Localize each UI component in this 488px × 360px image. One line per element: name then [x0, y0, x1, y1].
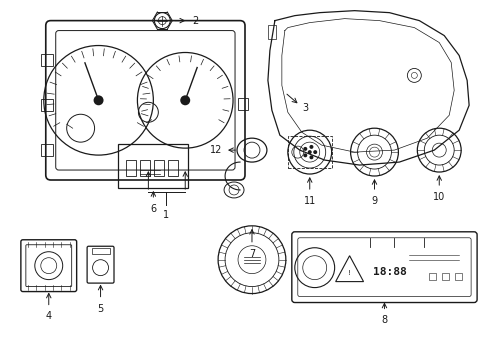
Text: 18:88: 18:88	[372, 267, 406, 276]
Bar	[238, 98, 247, 110]
Text: 7: 7	[248, 249, 255, 259]
Circle shape	[307, 150, 311, 154]
Text: 6: 6	[150, 204, 156, 214]
Bar	[118, 144, 188, 188]
Bar	[91, 248, 109, 254]
Circle shape	[303, 147, 306, 151]
Text: 8: 8	[381, 315, 386, 325]
Bar	[154, 160, 164, 176]
Bar	[140, 160, 150, 176]
Bar	[441, 273, 448, 280]
Text: !: !	[347, 270, 350, 276]
Bar	[287, 136, 331, 168]
Bar	[126, 160, 136, 176]
Text: 9: 9	[371, 196, 377, 206]
Circle shape	[313, 150, 317, 154]
Bar	[41, 99, 53, 111]
Text: 12: 12	[209, 145, 222, 155]
Bar	[41, 54, 53, 67]
Circle shape	[303, 153, 306, 157]
Text: 11: 11	[303, 196, 315, 206]
Bar	[267, 24, 275, 39]
Circle shape	[309, 145, 313, 149]
Bar	[428, 273, 435, 280]
Text: 10: 10	[432, 192, 445, 202]
Circle shape	[93, 95, 103, 105]
Circle shape	[180, 95, 190, 105]
Text: 4: 4	[45, 311, 52, 321]
Text: 3: 3	[302, 103, 308, 113]
Text: 1: 1	[163, 210, 169, 220]
Bar	[454, 273, 461, 280]
Bar	[41, 144, 53, 156]
Text: 2: 2	[192, 15, 198, 26]
Text: 5: 5	[97, 303, 103, 314]
Circle shape	[309, 155, 313, 159]
Bar	[168, 160, 178, 176]
